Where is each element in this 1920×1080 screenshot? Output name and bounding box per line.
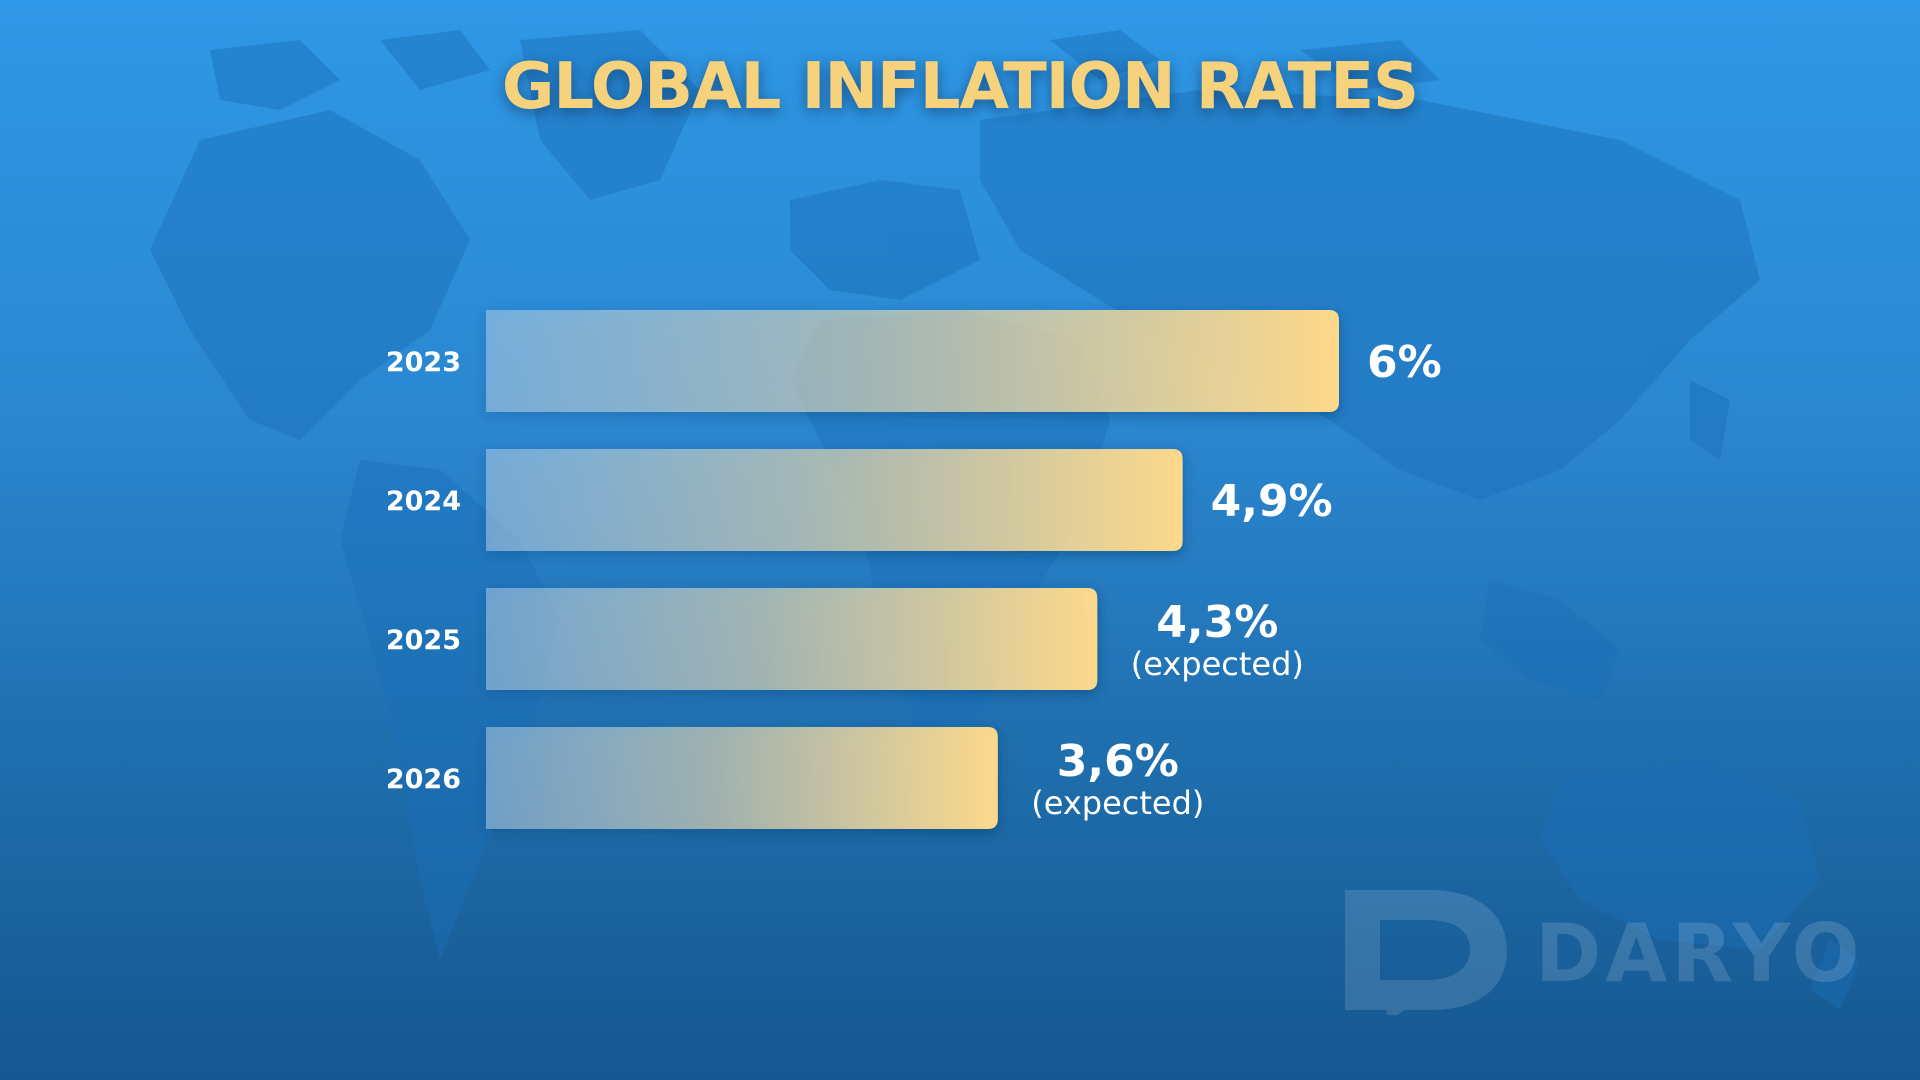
watermark-text: DARYO [1535,907,1864,1000]
category-label-2024: 2024 [386,486,461,517]
category-label-2023: 2023 [386,347,461,378]
value-note-2026: (expected) [1031,784,1204,822]
bar-2025 [486,588,1098,690]
watermark: DARYO [1335,885,1860,1015]
category-label-2026: 2026 [386,764,461,795]
bar-2026 [486,727,998,829]
chart-title: GLOBAL INFLATION RATES [501,50,1419,124]
bar-2023 [486,310,1339,412]
labels-group: 2023 6%2024 4,9%2025 4,3%(expected)2026 3,6%… [386,337,1442,822]
value-label-2023: 6% [1367,337,1442,388]
bars-group [486,310,1339,829]
category-label-2025: 2025 [386,625,461,656]
value-label-2026: 3,6% [1057,736,1179,787]
value-note-2025: (expected) [1131,645,1304,683]
value-label-2024: 4,9% [1211,476,1333,527]
value-label-2025: 4,3% [1156,597,1278,648]
daryo-d-logo-icon [1345,890,1507,1015]
bar-2024 [486,449,1183,551]
